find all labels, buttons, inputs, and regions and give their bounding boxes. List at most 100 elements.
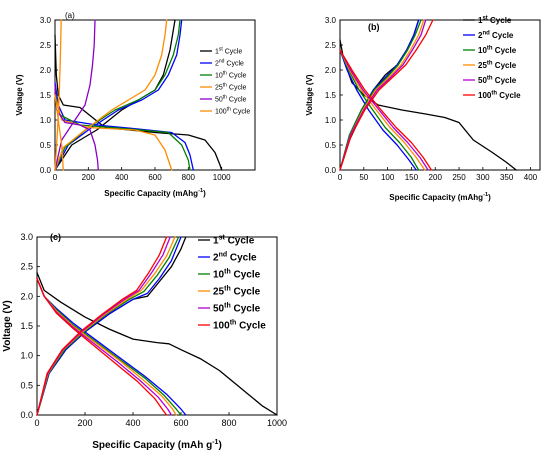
series-100-discharge-line <box>54 94 64 171</box>
legend-label: 1st Cycle <box>213 235 255 247</box>
y-tick-label: 0.5 <box>20 380 33 390</box>
series-100-charge-line <box>339 19 434 171</box>
y-tick-label: 0.0 <box>40 166 52 175</box>
x-tick-label: 1000 <box>213 173 231 182</box>
legend-label: 25th Cycle <box>478 61 517 70</box>
x-tick-label: 400 <box>125 418 140 428</box>
y-tick-label: 1.5 <box>40 91 52 100</box>
y-tick-label: 1.0 <box>20 351 33 361</box>
y-tick-label: 0.5 <box>325 141 337 150</box>
x-tick-label: 1000 <box>267 418 287 428</box>
series-1-charge-line <box>339 19 420 171</box>
legend-label: 50th Cycle <box>213 303 261 315</box>
series-10-charge-line <box>339 19 422 171</box>
series-2-charge-line <box>54 19 183 171</box>
series-100-charge-line <box>54 19 62 171</box>
x-axis-title: Specific Capacity (mAhg-1) <box>104 188 206 198</box>
x-tick-label: 800 <box>221 418 236 428</box>
legend-label: 2nd Cycle <box>213 252 257 264</box>
y-tick-label: 1.5 <box>325 91 337 100</box>
series-1-charge-line <box>36 236 187 416</box>
y-tick-label: 3.0 <box>20 232 33 242</box>
x-tick-label: 200 <box>77 418 92 428</box>
x-axis-title: Specific Capacity (mAhg-1) <box>389 192 491 202</box>
x-tick-label: 600 <box>173 418 188 428</box>
series-25-discharge-line <box>54 94 173 171</box>
series-10-discharge-line <box>54 89 191 171</box>
y-axis-title: Voltage (V) <box>305 74 314 116</box>
y-tick-label: 1.5 <box>20 321 33 331</box>
y-tick-label: 0.0 <box>325 166 337 175</box>
y-tick-label: 1.0 <box>40 116 52 125</box>
y-axis-title: Voltage (V) <box>15 74 24 116</box>
legend-label: 100th Cycle <box>478 91 521 100</box>
series-25-discharge-line <box>339 49 426 171</box>
legend-label: 25th Cycle <box>215 83 247 92</box>
panel-label: (c) <box>50 232 61 242</box>
y-tick-label: 2.5 <box>325 41 337 50</box>
series-25-charge-line <box>54 19 168 171</box>
legend-label: 50th Cycle <box>478 76 517 85</box>
series-50-charge-line <box>339 19 427 171</box>
legend-label: 1st Cycle <box>478 16 512 25</box>
legend-label: 100th Cycle <box>213 320 266 332</box>
legend-label: 2nd Cycle <box>478 31 514 40</box>
x-tick-label: 300 <box>476 173 490 182</box>
series-2-discharge-line <box>54 81 194 171</box>
y-tick-label: 0.0 <box>20 410 33 420</box>
y-axis-title: Voltage (V) <box>2 300 13 351</box>
series-2-discharge-line <box>339 49 417 171</box>
series-100-discharge-line <box>339 49 433 171</box>
legend-label: 10th Cycle <box>215 71 247 80</box>
x-tick-label: 0 <box>53 173 58 182</box>
legend-label: 100th Cycle <box>215 107 250 116</box>
panel-label: (b) <box>368 22 380 32</box>
y-tick-label: 3.0 <box>40 16 52 25</box>
series-100-discharge-line <box>36 277 168 416</box>
series-100-charge-line <box>36 236 168 416</box>
legend-label: 1st Cycle <box>215 47 242 56</box>
legend-label: 10th Cycle <box>478 46 517 55</box>
series-10-charge-line <box>54 19 181 171</box>
panel-label: (a) <box>65 11 75 20</box>
x-tick-label: 100 <box>381 173 395 182</box>
x-tick-label: 0 <box>34 418 39 428</box>
x-tick-label: 200 <box>429 173 443 182</box>
y-tick-label: 2.0 <box>40 66 52 75</box>
x-axis-title: Specific Capacity (mAh g-1) <box>92 439 222 451</box>
series-1-discharge-line <box>339 39 517 171</box>
series-2-charge-line <box>339 19 420 171</box>
chart-panel-b: 0 50 100 150 200 250 300 350 400 0.0 0.5 1.0 1.5 2.0 2… <box>305 16 541 202</box>
chart-panel-a: 0 200 400 600 800 1000 0.0 0.5 1.0 1.5 2.0 2.5 3.0 Sp… <box>15 11 256 198</box>
legend-label: 2nd Cycle <box>215 59 244 68</box>
y-tick-label: 2.0 <box>20 291 33 301</box>
x-tick-label: 50 <box>359 173 368 182</box>
chart-panel-c: 0 200 400 600 800 1000 0.0 0.5 1.0 1.5 2.0 2.5 3.0 Sp… <box>2 232 287 451</box>
x-tick-label: 150 <box>405 173 419 182</box>
series-50-charge-line <box>54 19 96 171</box>
legend-label: 10th Cycle <box>213 269 261 281</box>
y-tick-label: 3.0 <box>325 16 337 25</box>
x-tick-label: 600 <box>148 173 162 182</box>
series-10-charge-line <box>36 236 180 416</box>
x-tick-label: 800 <box>182 173 196 182</box>
series-1-discharge-line <box>36 271 278 416</box>
x-tick-label: 200 <box>82 173 96 182</box>
series-2-charge-line <box>36 236 182 416</box>
y-tick-label: 2.0 <box>325 66 337 75</box>
y-tick-label: 2.5 <box>20 262 33 272</box>
series-1-charge-line <box>54 19 176 171</box>
x-tick-label: 400 <box>524 173 538 182</box>
series-1-discharge-line <box>54 34 223 171</box>
x-tick-label: 350 <box>500 173 514 182</box>
x-tick-label: 400 <box>115 173 129 182</box>
x-tick-label: 250 <box>452 173 466 182</box>
y-tick-label: 2.5 <box>40 41 52 50</box>
y-tick-label: 1.0 <box>325 116 337 125</box>
series-50-discharge-line <box>339 49 429 171</box>
legend-label: 25th Cycle <box>213 286 261 298</box>
legend-label: 50th Cycle <box>215 95 247 104</box>
x-tick-label: 0 <box>338 173 343 182</box>
series-10-discharge-line <box>339 49 420 171</box>
